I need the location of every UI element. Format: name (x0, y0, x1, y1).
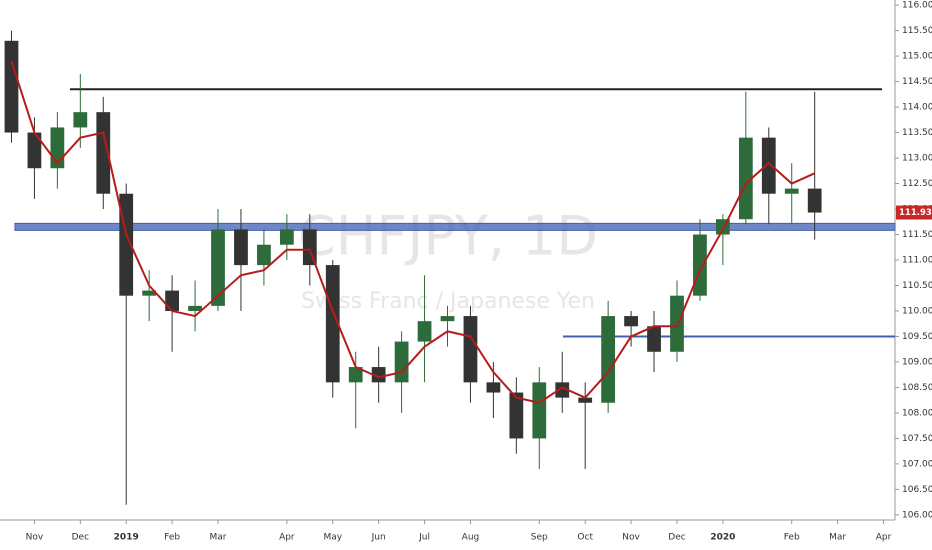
x-tick-label: May (323, 533, 342, 543)
support-band (14, 222, 896, 231)
y-tick-label: 107.500 (902, 434, 932, 444)
x-tick-label: Feb (164, 533, 180, 543)
y-tick-label: 111.500 (902, 230, 932, 240)
last-price-tag (896, 205, 932, 220)
candle-body (165, 290, 179, 311)
candle-body (440, 316, 455, 322)
y-tick-label: 106.000 (902, 510, 932, 520)
candle-body (211, 229, 225, 306)
candle-body (509, 392, 524, 439)
x-tick-label: Apr (279, 533, 295, 543)
candle-body (578, 397, 593, 403)
x-tick-label: Apr (876, 533, 892, 543)
candle-body (761, 137, 776, 194)
y-tick-label: 113.000 (902, 154, 932, 164)
y-tick-label: 115.500 (902, 26, 932, 36)
x-tick-label: Jun (371, 533, 386, 543)
candle-body (807, 188, 822, 213)
x-tick-label: Sep (531, 533, 548, 543)
candle-body (601, 316, 616, 403)
moving-average (10, 60, 816, 404)
x-tick-label: Oct (577, 533, 593, 543)
y-tick-label: 113.500 (902, 128, 932, 138)
x-tick-label: Jul (418, 533, 430, 543)
candle-body (279, 229, 294, 245)
candle-body (555, 382, 570, 398)
y-tick-label: 110.000 (902, 306, 932, 316)
candle-body (188, 305, 202, 311)
candle-body (348, 367, 363, 383)
y-tick-label: 111.000 (902, 256, 932, 266)
candle-body (73, 112, 88, 128)
candle-body (738, 137, 753, 220)
y-tick-label: 116.000 (902, 1, 932, 11)
watermark-symbol: CHFJPY, 1D (298, 205, 598, 268)
x-tick-label: Nov (622, 533, 640, 543)
candle-body (624, 316, 638, 327)
candle-body (371, 367, 386, 383)
x-tick-label: Mar (829, 533, 846, 543)
candle-body (325, 265, 340, 383)
y-tick-label: 112.500 (902, 179, 932, 189)
x-tick-label: Nov (26, 533, 44, 543)
y-tick-label: 106.500 (902, 485, 932, 495)
y-tick-label: 108.000 (902, 408, 932, 418)
y-tick-label: 107.000 (902, 459, 932, 469)
y-tick-label: 109.000 (902, 357, 932, 367)
candle-body (142, 290, 157, 296)
y-tick-label: 110.500 (902, 281, 932, 291)
y-tick-label: 109.500 (902, 332, 932, 342)
last-price-label: 111.931 (899, 208, 932, 218)
y-tick-label: 114.000 (902, 103, 932, 113)
candle-body (784, 188, 799, 194)
candle-body (463, 316, 478, 383)
y-tick-label: 108.500 (902, 383, 932, 393)
y-tick-label: 114.500 (902, 77, 932, 87)
candle-body (647, 326, 661, 352)
candle-body (257, 244, 271, 266)
candle-body (693, 234, 707, 296)
x-tick-label: Feb (784, 533, 800, 543)
x-tick-label: Dec (72, 533, 89, 543)
candle-body (27, 132, 42, 169)
x-tick-label: Dec (668, 533, 685, 543)
candle-body (4, 40, 19, 133)
candle-body (394, 341, 409, 383)
candle-body (532, 382, 547, 439)
x-tick-label: Mar (210, 533, 227, 543)
x-tick-label: 2019 (114, 533, 139, 543)
candle-body (302, 229, 317, 266)
candle-body (234, 229, 248, 266)
x-tick-label: Aug (462, 533, 480, 543)
y-tick-label: 115.000 (902, 52, 932, 62)
candle-body (486, 382, 501, 393)
candle-body (417, 321, 432, 342)
x-tick-label: 2020 (710, 533, 735, 543)
